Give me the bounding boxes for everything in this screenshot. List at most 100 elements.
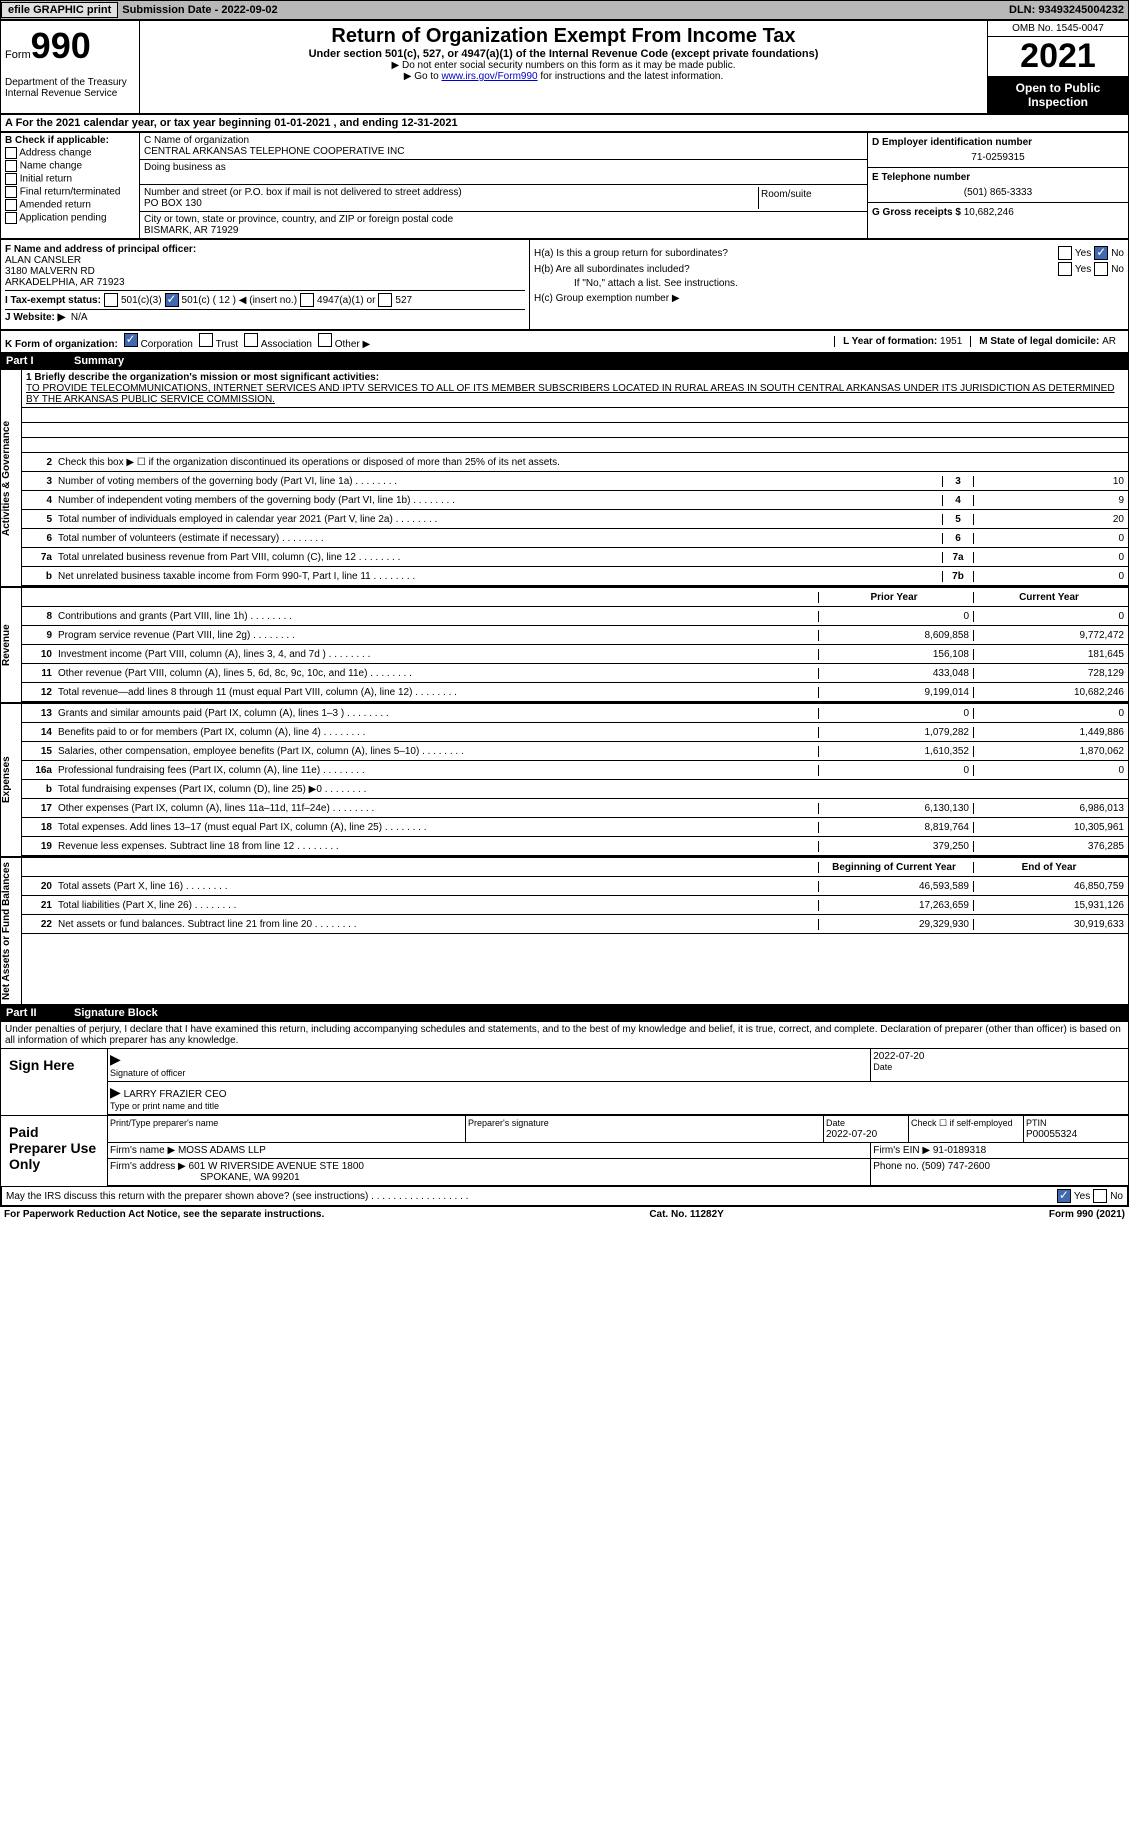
summary-line-4: 4Number of independent voting members of… xyxy=(22,491,1128,510)
ha-label: H(a) Is this a group return for subordin… xyxy=(534,248,1055,259)
telephone: (501) 865-3333 xyxy=(872,187,1124,198)
gross-receipts: 10,682,246 xyxy=(964,207,1014,218)
chk-527[interactable] xyxy=(378,293,392,307)
hb-no[interactable] xyxy=(1094,262,1108,276)
dln: DLN: 93493245004232 xyxy=(1005,4,1128,16)
discuss-yes[interactable] xyxy=(1057,1189,1071,1203)
discuss-row: May the IRS discuss this return with the… xyxy=(1,1186,1128,1206)
firm-ein-cell: Firm's EIN ▶ 91-0189318 xyxy=(871,1143,1128,1158)
col-end-year: End of Year xyxy=(973,862,1128,873)
part1-title: Summary xyxy=(74,355,124,367)
line-13: 13Grants and similar amounts paid (Part … xyxy=(22,704,1128,723)
efile-print-button[interactable]: efile GRAPHIC print xyxy=(1,2,118,18)
omb-number: OMB No. 1545-0047 xyxy=(988,21,1128,37)
top-bar: efile GRAPHIC print Submission Date - 20… xyxy=(0,0,1129,20)
chk-final-return[interactable]: Final return/terminated xyxy=(5,186,135,198)
part2-label: Part II xyxy=(6,1007,66,1019)
hb-label: H(b) Are all subordinates included? xyxy=(534,264,1055,275)
k-corp[interactable] xyxy=(124,333,138,347)
tab-activities: Activities & Governance xyxy=(1,370,22,586)
chk-4947[interactable] xyxy=(300,293,314,307)
line-12: 12Total revenue—add lines 8 through 11 (… xyxy=(22,683,1128,702)
block-bcdeg: B Check if applicable: Address change Na… xyxy=(0,132,1129,239)
line-18: 18Total expenses. Add lines 13–17 (must … xyxy=(22,818,1128,837)
line-15: 15Salaries, other compensation, employee… xyxy=(22,742,1128,761)
sig-date-cell: 2022-07-20 Date xyxy=(871,1049,1128,1081)
open-to-public: Open to Public Inspection xyxy=(988,77,1128,113)
form-number: 990 xyxy=(31,25,91,66)
cat-no: Cat. No. 11282Y xyxy=(649,1209,723,1220)
line-19: 19Revenue less expenses. Subtract line 1… xyxy=(22,837,1128,856)
ha-no[interactable] xyxy=(1094,246,1108,260)
d-label: D Employer identification number xyxy=(872,137,1124,148)
firm-phone-cell: Phone no. (509) 747-2600 xyxy=(871,1159,1128,1185)
form-header: Form990 Department of the Treasury Inter… xyxy=(0,20,1129,114)
firm-name-cell: Firm's name ▶ MOSS ADAMS LLP xyxy=(108,1143,871,1158)
revenue-header: Prior Year Current Year xyxy=(22,588,1128,607)
chk-amended[interactable]: Amended return xyxy=(5,199,135,211)
form-word: Form xyxy=(5,49,31,61)
line-a: A For the 2021 calendar year, or tax yea… xyxy=(0,114,1129,132)
hb-yes[interactable] xyxy=(1058,262,1072,276)
header-left: Form990 Department of the Treasury Inter… xyxy=(1,21,140,113)
mission-text: TO PROVIDE TELECOMMUNICATIONS, INTERNET … xyxy=(26,383,1124,405)
tax-year: 2021 xyxy=(988,37,1128,77)
i-label: I Tax-exempt status: xyxy=(5,295,101,306)
summary-line-3: 3Number of voting members of the governi… xyxy=(22,472,1128,491)
officer-addr1: 3180 MALVERN RD xyxy=(5,266,525,277)
mission-label: 1 Briefly describe the organization's mi… xyxy=(26,372,1124,383)
chk-initial-return[interactable]: Initial return xyxy=(5,173,135,185)
part1-header: Part I Summary xyxy=(0,353,1129,369)
k-label: K Form of organization: xyxy=(5,339,118,350)
column-c: C Name of organization CENTRAL ARKANSAS … xyxy=(140,133,867,238)
row-klm: K Form of organization: Corporation Trus… xyxy=(0,330,1129,353)
chk-address-change[interactable]: Address change xyxy=(5,147,135,159)
m-label: M State of legal domicile: xyxy=(979,336,1102,347)
paid-preparer-label: Paid Preparer Use Only xyxy=(1,1116,108,1186)
irs-link[interactable]: www.irs.gov/Form990 xyxy=(441,71,537,82)
officer-addr2: ARKADELPHIA, AR 71923 xyxy=(5,277,525,288)
chk-application[interactable]: Application pending xyxy=(5,212,135,224)
col-prior-year: Prior Year xyxy=(818,592,973,603)
footer: For Paperwork Reduction Act Notice, see … xyxy=(0,1207,1129,1222)
netassets-section: Net Assets or Fund Balances Beginning of… xyxy=(0,857,1129,1005)
b-label: B Check if applicable: xyxy=(5,135,135,146)
line-17: 17Other expenses (Part IX, column (A), l… xyxy=(22,799,1128,818)
prep-name-cell[interactable]: Print/Type preparer's name xyxy=(108,1116,466,1142)
header-center: Return of Organization Exempt From Incom… xyxy=(140,21,987,113)
summary-line-6: 6Total number of volunteers (estimate if… xyxy=(22,529,1128,548)
room-suite: Room/suite xyxy=(758,187,863,209)
k-assoc[interactable] xyxy=(244,333,258,347)
signature-officer-cell[interactable]: ▶ Signature of officer xyxy=(108,1049,871,1081)
tab-revenue: Revenue xyxy=(1,588,22,702)
city: BISMARK, AR 71929 xyxy=(144,225,863,236)
website: N/A xyxy=(71,312,88,323)
submission-label: Submission Date - 2022-09-02 xyxy=(118,4,281,16)
e-label: E Telephone number xyxy=(872,172,1124,183)
year-formation: 1951 xyxy=(940,336,962,347)
discuss-no[interactable] xyxy=(1093,1189,1107,1203)
k-trust[interactable] xyxy=(199,333,213,347)
column-deg: D Employer identification number 71-0259… xyxy=(867,133,1128,238)
dept-treasury: Department of the Treasury Internal Reve… xyxy=(5,77,135,99)
line-9: 9Program service revenue (Part VIII, lin… xyxy=(22,626,1128,645)
prep-sig-cell[interactable]: Preparer's signature xyxy=(466,1116,824,1142)
hb-note: If "No," attach a list. See instructions… xyxy=(534,278,1124,289)
form-subtitle: Under section 501(c), 527, or 4947(a)(1)… xyxy=(144,48,983,60)
line-20: 20Total assets (Part X, line 16)46,593,5… xyxy=(22,877,1128,896)
mission-blank-3 xyxy=(22,438,1128,453)
col-beginning-year: Beginning of Current Year xyxy=(818,862,973,873)
chk-name-change[interactable]: Name change xyxy=(5,160,135,172)
chk-501c3[interactable] xyxy=(104,293,118,307)
discuss-label: May the IRS discuss this return with the… xyxy=(6,1191,1054,1202)
ha-yes[interactable] xyxy=(1058,246,1072,260)
part2-header: Part II Signature Block xyxy=(0,1005,1129,1021)
revenue-section: Revenue Prior Year Current Year 8Contrib… xyxy=(0,587,1129,703)
chk-501c[interactable] xyxy=(165,293,179,307)
summary-line-5: 5Total number of individuals employed in… xyxy=(22,510,1128,529)
self-employed-cell[interactable]: Check ☐ if self-employed xyxy=(909,1116,1024,1142)
mission-blank-1 xyxy=(22,408,1128,423)
k-other[interactable] xyxy=(318,333,332,347)
org-name: CENTRAL ARKANSAS TELEPHONE COOPERATIVE I… xyxy=(144,146,863,157)
expenses-section: Expenses 13Grants and similar amounts pa… xyxy=(0,703,1129,857)
